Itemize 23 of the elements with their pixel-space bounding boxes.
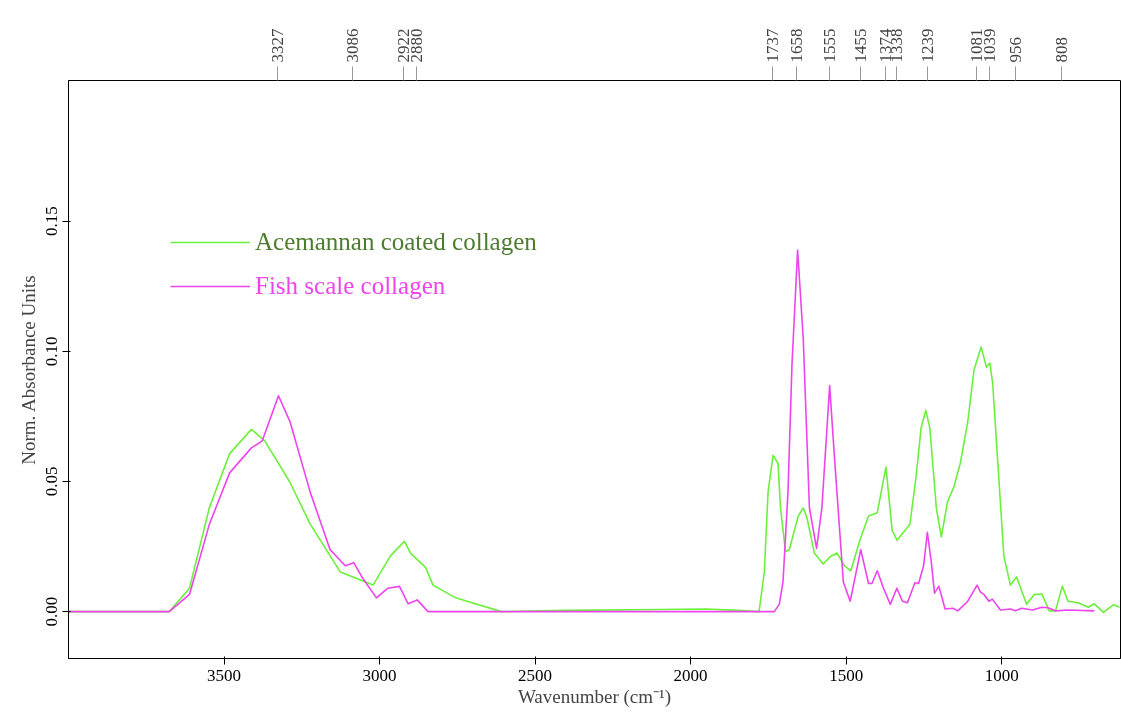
legend-label: Fish scale collagen <box>255 272 446 300</box>
x2-tick-label: 1555 <box>819 28 839 63</box>
x2-tick-label: 1239 <box>917 28 937 63</box>
x-axis-title: Wavenumber (cm⁻¹) <box>517 685 672 708</box>
x-tick-label: 1500 <box>829 665 864 685</box>
y-axis-title: Norm. Absorbance Units <box>17 275 39 465</box>
x2-tick-label: 808 <box>1051 37 1071 63</box>
x2-tick-label: 3086 <box>343 28 363 63</box>
x-tick-label: 3500 <box>207 665 242 685</box>
x-tick-label: 3000 <box>362 665 397 685</box>
y-tick-label: 0.00 <box>42 596 62 627</box>
x-tick-label: 2000 <box>673 665 708 685</box>
legend-label: Acemannan coated collagen <box>255 228 537 256</box>
y-tick-label: 0.10 <box>42 336 62 367</box>
y-tick-label: 0.15 <box>42 206 62 236</box>
x2-tick-label: 1455 <box>850 28 870 63</box>
x-tick-label: 1000 <box>984 665 1019 685</box>
x2-tick-label: 956 <box>1005 37 1025 63</box>
x2-tick-label: 3327 <box>268 28 288 63</box>
y-tick-label: 0.05 <box>42 466 62 497</box>
x2-tick-label: 1737 <box>762 28 782 63</box>
x-tick-label: 2500 <box>518 665 553 685</box>
x2-tick-label: 1658 <box>787 28 807 63</box>
